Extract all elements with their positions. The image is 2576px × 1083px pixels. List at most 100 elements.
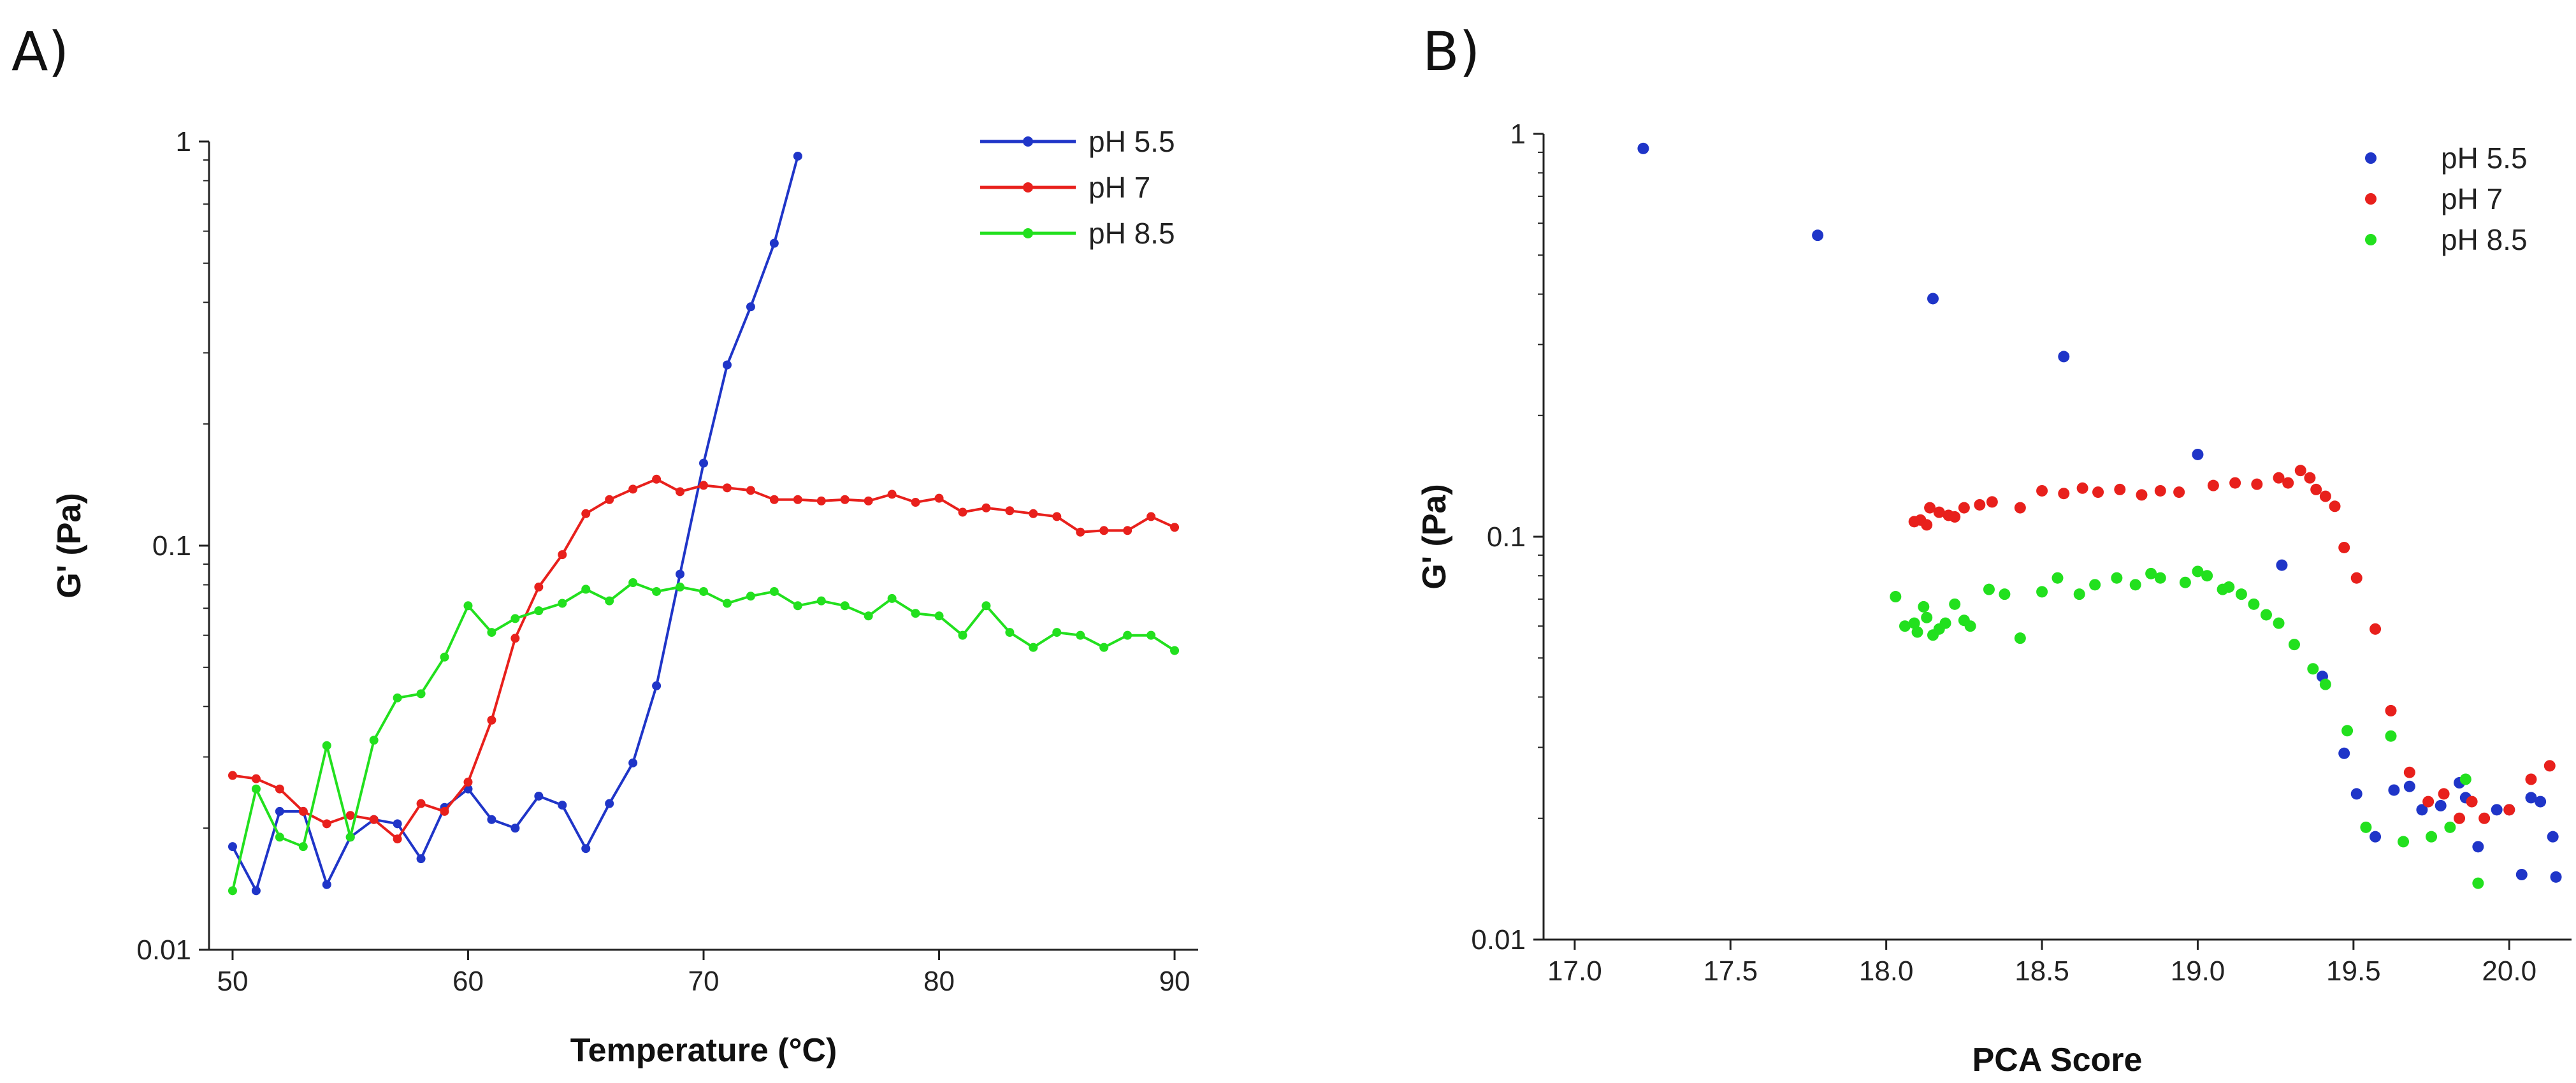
chart-a-data-point xyxy=(1052,628,1062,637)
chart-b-data-point xyxy=(2273,472,2285,484)
chart-a-data-point xyxy=(510,824,520,833)
chart-b-data-point xyxy=(1986,496,1998,508)
chart-b-data-point xyxy=(1949,511,1961,523)
chart-a-data-point xyxy=(1123,526,1132,535)
chart-b: 17.0 17.5 18.0 18.5 19.0 19.5 20.0 0.01 0.1 1 pH… xyxy=(1416,119,2572,1079)
chart-a-data-point xyxy=(463,777,473,787)
chart-a-data-point xyxy=(251,784,261,794)
chart-a-legend-label: pH 7 xyxy=(1089,171,1150,204)
chart-b-data-point xyxy=(2398,836,2410,848)
chart-a-data-point xyxy=(652,586,662,596)
chart-b-data-point xyxy=(2276,559,2288,571)
chart-a-data-point xyxy=(816,496,826,505)
chart-a-data-point xyxy=(440,652,449,662)
chart-a-x-tick-label: 60 xyxy=(452,966,484,997)
chart-a-y-tick-label: 1 xyxy=(176,126,191,157)
chart-a-legend-marker xyxy=(1023,182,1033,193)
chart-b-data-point xyxy=(2129,579,2141,591)
chart-b-data-point xyxy=(2294,465,2306,477)
chart-a-x-tick-label: 80 xyxy=(923,966,955,997)
chart-a-data-point xyxy=(558,599,567,608)
chart-a-data-point xyxy=(605,799,614,808)
chart-a-data-point xyxy=(275,832,284,842)
chart-b-legend: pH 5.5 pH 7 pH 8.5 xyxy=(2365,142,2528,256)
chart-b-data-point xyxy=(1933,506,1945,518)
chart-b-data-point xyxy=(1908,617,1920,629)
chart-a-data-point xyxy=(722,483,732,493)
chart-b-data-point xyxy=(2350,572,2363,584)
chart-b-data-point xyxy=(2036,484,2048,497)
chart-a-data-point xyxy=(652,474,662,484)
chart-b-data-point xyxy=(2444,821,2456,833)
chart-a-data-point xyxy=(228,886,237,896)
chart-a-data-point xyxy=(722,360,732,370)
chart-b-y-tick-label: 1 xyxy=(1510,119,1526,150)
chart-b-data-point xyxy=(2338,747,2350,759)
chart-a-data-point xyxy=(887,593,897,603)
chart-b-data-point xyxy=(2201,570,2213,582)
chart-a-data-point xyxy=(487,628,496,637)
chart-b-data-point xyxy=(1812,229,1824,242)
chart-a-data-point xyxy=(345,832,355,842)
chart-b-data-point xyxy=(2145,567,2157,579)
chart-b-data-point xyxy=(2491,804,2503,816)
chart-b-data-point xyxy=(2525,773,2537,785)
chart-a-data-point xyxy=(487,715,496,725)
chart-a-data-point xyxy=(769,586,779,596)
chart-b-data-point xyxy=(2014,632,2026,644)
chart-a-data-point xyxy=(628,578,638,588)
chart-b-data-point xyxy=(2459,773,2471,785)
chart-a-data-point xyxy=(322,880,331,889)
chart-a-data-point xyxy=(463,601,473,611)
chart-b-x-tick-label: 19.5 xyxy=(2326,956,2381,987)
chart-b-legend-marker xyxy=(2365,234,2377,245)
chart-a-data-point xyxy=(369,736,379,745)
chart-a-x-tick-label: 70 xyxy=(688,966,720,997)
chart-b-data-point xyxy=(1921,611,1933,623)
chart-b-x-axis-title: PCA Score xyxy=(1972,1042,2143,1079)
chart-b-data-point xyxy=(2403,780,2415,792)
chart-b-data-point xyxy=(2360,821,2372,833)
chart-a-data-point xyxy=(605,495,614,504)
chart-a-data-point xyxy=(581,844,591,854)
chart-b-data-point xyxy=(2422,796,2435,808)
chart-a-data-point xyxy=(934,493,944,503)
chart-a-data-point xyxy=(722,599,732,608)
chart-b-data-point xyxy=(1921,519,1933,531)
chart-a-data-point xyxy=(369,815,379,824)
chart-a-data-point xyxy=(840,601,850,611)
chart-a-data-point xyxy=(510,634,520,643)
chart-a-data-point xyxy=(275,806,284,816)
chart-a-data-point xyxy=(1005,506,1015,516)
chart-b-data-point xyxy=(2550,871,2562,883)
chart-b-data-point xyxy=(2304,472,2316,484)
chart-b-data-point xyxy=(2329,500,2341,512)
chart-b-data-point xyxy=(1939,617,1951,629)
chart-b-data-point xyxy=(1983,583,1995,595)
chart-b-data-point xyxy=(1911,626,1923,638)
chart-b-data-point xyxy=(2385,704,2397,716)
chart-b-data-point xyxy=(2058,488,2070,500)
chart-b-y-ticks: 0.01 0.1 1 xyxy=(1471,119,1544,956)
chart-b-data-point xyxy=(1964,620,1976,632)
chart-a-x-tick-label: 50 xyxy=(217,966,248,997)
chart-a-data-point xyxy=(1029,643,1038,652)
chart-b-data-point xyxy=(2472,877,2484,889)
chart-b-data-point xyxy=(2341,725,2354,737)
chart-a-data-point xyxy=(652,681,662,690)
chart-b-x-tick-label: 18.0 xyxy=(1859,956,1914,987)
chart-b-data-point xyxy=(2338,541,2350,553)
chart-b-data-point xyxy=(2248,598,2260,610)
chart-a-data-point xyxy=(1052,512,1062,521)
chart-a-data-point xyxy=(1005,628,1015,637)
chart-b-data-point xyxy=(1958,502,1970,514)
chart-b-data-point xyxy=(2307,663,2319,675)
chart-a-data-point xyxy=(793,151,802,161)
chart-b-data-point xyxy=(2472,841,2484,853)
panel-a-label: A) xyxy=(11,20,69,83)
chart-b-data-point xyxy=(2503,804,2515,816)
chart-a-data-point xyxy=(581,585,591,594)
chart-b-data-point xyxy=(2515,869,2528,881)
chart-a-data-point xyxy=(322,741,331,750)
chart-b-x-tick-label: 17.0 xyxy=(1547,956,1602,987)
